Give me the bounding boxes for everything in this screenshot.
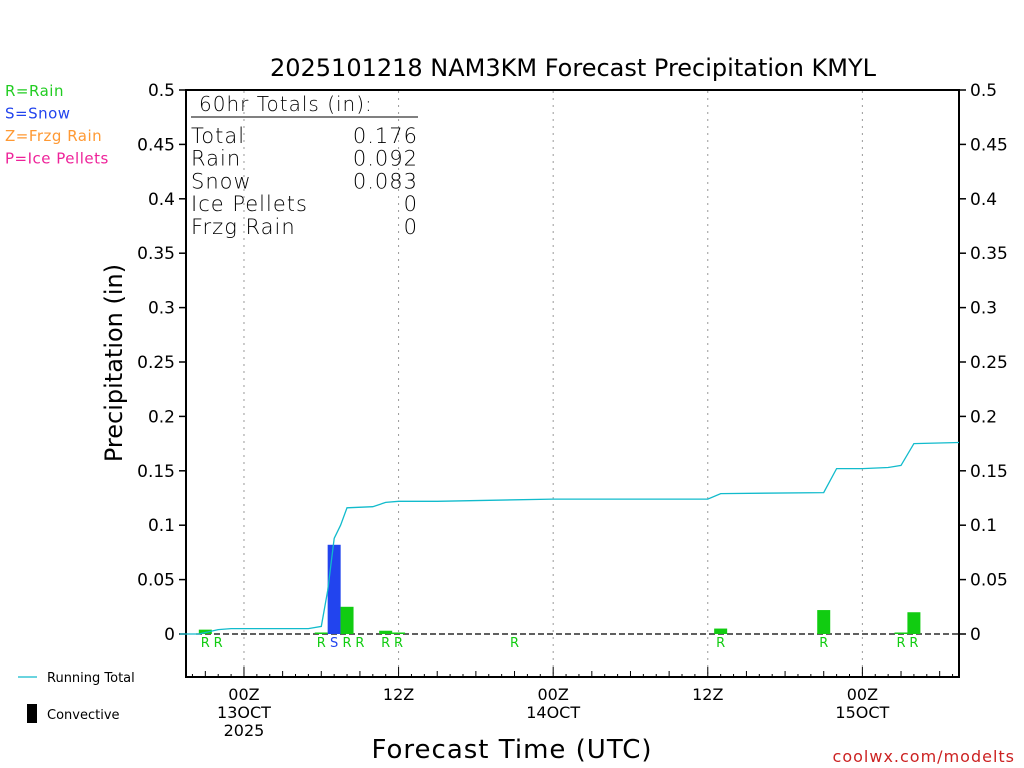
y-axis-left: 0 0.05 0.1 0.15 0.2 0.25 0.3 0.35 0.4 0.45 0.5 [137,81,186,645]
y-axis-label: Precipitation (in) [100,264,128,462]
x-tick-label: 15OCT [835,703,889,722]
totals-row-value: 0 [404,215,418,239]
totals-box: 60hr Totals (in): Total 0.176 Rain 0.092 Sno… [191,92,418,239]
y-tick-label-right: 0.25 [970,353,1008,373]
x-tick-label: 2025 [224,721,265,740]
precip-type-label: R [355,636,364,651]
y-tick-label-right: 0.3 [970,299,997,319]
totals-row-value: 0 [404,192,418,216]
precip-bar [907,612,921,634]
convective-legend-label: Convective [47,708,120,723]
x-tick-label: 14OCT [526,703,580,722]
precip-type-legend: R=Rain S=Snow Z=Frzg Rain P=Ice Pellets [5,82,109,168]
precip-bar [198,629,212,634]
precip-type-label: R [201,636,210,651]
precip-bar [817,610,831,634]
series-legend: Running Total Convective [18,671,135,723]
precip-type-label: R [394,636,403,651]
x-tick-label: 00Z [228,685,259,704]
precip-type-label: R [214,636,223,651]
totals-row-label: Ice Pellets [191,192,308,216]
y-tick-label-right: 0.45 [970,135,1008,155]
precip-type-label: R [381,636,390,651]
totals-row-label: Snow [191,169,252,193]
precip-type-label: R [909,636,918,651]
y-tick-label: 0.05 [137,571,175,591]
y-tick-label: 0.45 [137,135,175,155]
totals-row-label: Frzg Rain [191,215,296,239]
type-legend-item: P=Ice Pellets [5,150,109,168]
precip-bar [314,632,328,634]
x-tick-label: 00Z [538,685,569,704]
plot-frame [185,89,960,678]
y-tick-label: 0.35 [137,244,175,264]
y-tick-label: 0.1 [148,516,175,536]
totals-row-label: Rain [191,147,241,171]
precip-type-label: R [897,636,906,651]
totals-row-value: 0.083 [353,169,418,193]
convective-legend-swatch [27,704,37,723]
precip-bar [714,628,728,634]
y-tick-label: 0.3 [148,299,175,319]
chart-title: 2025101218 NAM3KM Forecast Precipitation… [270,54,877,82]
y-tick-label-right: 0.4 [970,190,997,210]
x-tick-label: 12Z [692,685,723,704]
precip-type-label: R [819,636,828,651]
running-total-line [179,441,960,635]
precip-type-label: R [317,636,326,651]
y-tick-label: 0.5 [148,81,175,101]
precip-type-label: R [716,636,725,651]
type-legend-item: S=Snow [5,105,71,123]
type-legend-item: R=Rain [5,82,64,100]
y-tick-label-right: 0.5 [970,81,997,101]
credit-text: coolwx.com/modelts [833,747,1015,766]
type-legend-item: Z=Frzg Rain [5,127,102,145]
precip-type-label: R [510,636,519,651]
totals-row-value: 0.092 [353,147,418,171]
precip-bar [392,632,406,634]
totals-heading: 60hr Totals (in): [199,92,373,116]
y-tick-label: 0.15 [137,462,175,482]
precip-bar [379,630,393,634]
y-tick-label-right: 0 [970,625,981,645]
y-axis-right: 0 0.05 0.1 0.15 0.2 0.25 0.3 0.35 0.4 0.45 0.5 [959,81,1008,645]
gridlines [196,91,959,676]
precip-bar [327,544,341,634]
precip-bar [894,632,908,634]
totals-row-value: 0.176 [353,124,418,148]
x-tick-label: 13OCT [217,703,271,722]
y-tick-label-right: 0.15 [970,462,1008,482]
precip-type-label: R [343,636,352,651]
y-tick-label-right: 0.05 [970,571,1008,591]
x-tick-label: 00Z [847,685,878,704]
x-axis-label: Forecast Time (UTC) [371,735,652,765]
y-tick-label-right: 0.1 [970,516,997,536]
x-tick-label: 12Z [383,685,414,704]
totals-rows: Total 0.176 Rain 0.092 Snow 0.083 Ice Pellets 0… [191,124,418,239]
y-tick-label-right: 0.2 [970,407,997,427]
y-tick-label-right: 0.35 [970,244,1008,264]
y-tick-label: 0.25 [137,353,175,373]
precip-bar [340,606,354,634]
precip-type-label: S [330,636,338,651]
y-tick-label: 0.4 [148,190,175,210]
y-tick-label: 0.2 [148,407,175,427]
totals-row-label: Total [191,124,245,148]
precip-bars [198,544,921,634]
running-total-legend-label: Running Total [47,671,135,686]
y-tick-label: 0 [164,625,175,645]
